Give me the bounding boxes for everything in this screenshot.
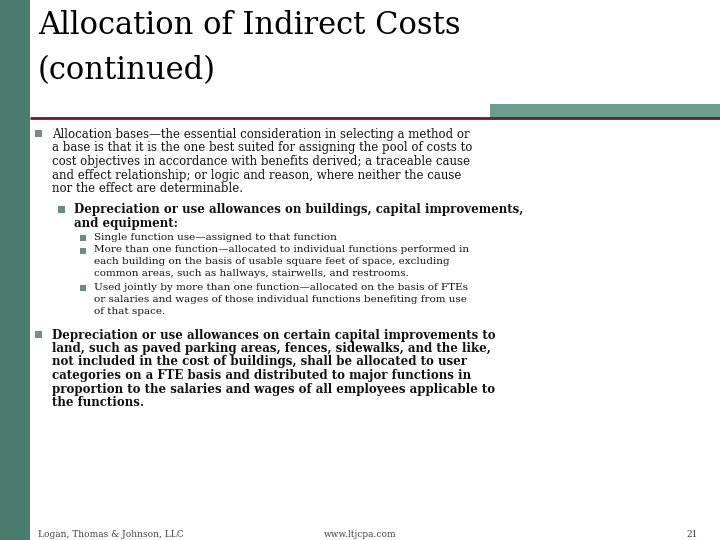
Bar bbox=[490, 104, 720, 118]
Text: the functions.: the functions. bbox=[52, 396, 144, 409]
Text: and equipment:: and equipment: bbox=[74, 217, 178, 230]
Text: Used jointly by more than one function—allocated on the basis of FTEs: Used jointly by more than one function—a… bbox=[94, 282, 468, 292]
Text: More than one function—allocated to individual functions performed in: More than one function—allocated to indi… bbox=[94, 246, 469, 254]
Text: proportion to the salaries and wages of all employees applicable to: proportion to the salaries and wages of … bbox=[52, 382, 495, 395]
Bar bbox=[58, 206, 65, 213]
Bar bbox=[0, 0, 30, 540]
Text: 21: 21 bbox=[687, 530, 698, 539]
Text: a base is that it is the one best suited for assigning the pool of costs to: a base is that it is the one best suited… bbox=[52, 141, 472, 154]
Bar bbox=[80, 247, 86, 253]
Text: www.ltjcpa.com: www.ltjcpa.com bbox=[324, 530, 396, 539]
Bar bbox=[80, 285, 86, 291]
Text: not included in the cost of buildings, shall be allocated to user: not included in the cost of buildings, s… bbox=[52, 355, 467, 368]
Text: (continued): (continued) bbox=[38, 55, 216, 86]
Text: land, such as paved parking areas, fences, sidewalks, and the like,: land, such as paved parking areas, fence… bbox=[52, 342, 491, 355]
Text: categories on a FTE basis and distributed to major functions in: categories on a FTE basis and distribute… bbox=[52, 369, 471, 382]
Text: cost objectives in accordance with benefits derived; a traceable cause: cost objectives in accordance with benef… bbox=[52, 155, 470, 168]
Text: and effect relationship; or logic and reason, where neither the cause: and effect relationship; or logic and re… bbox=[52, 168, 462, 181]
Text: Logan, Thomas & Johnson, LLC: Logan, Thomas & Johnson, LLC bbox=[38, 530, 184, 539]
Text: nor the effect are determinable.: nor the effect are determinable. bbox=[52, 182, 243, 195]
Text: of that space.: of that space. bbox=[94, 307, 166, 315]
Text: Depreciation or use allowances on certain capital improvements to: Depreciation or use allowances on certai… bbox=[52, 328, 495, 341]
Text: Allocation of Indirect Costs: Allocation of Indirect Costs bbox=[38, 10, 461, 41]
Text: Depreciation or use allowances on buildings, capital improvements,: Depreciation or use allowances on buildi… bbox=[74, 204, 523, 217]
Text: or salaries and wages of those individual functions benefiting from use: or salaries and wages of those individua… bbox=[94, 294, 467, 303]
Bar bbox=[35, 330, 42, 338]
Bar bbox=[35, 130, 42, 137]
Text: common areas, such as hallways, stairwells, and restrooms.: common areas, such as hallways, stairwel… bbox=[94, 269, 409, 279]
Text: Allocation bases—the essential consideration in selecting a method or: Allocation bases—the essential considera… bbox=[52, 128, 469, 141]
Bar bbox=[80, 234, 86, 240]
Text: Single function use—assigned to that function: Single function use—assigned to that fun… bbox=[94, 233, 337, 241]
Text: each building on the basis of usable square feet of space, excluding: each building on the basis of usable squ… bbox=[94, 258, 449, 267]
